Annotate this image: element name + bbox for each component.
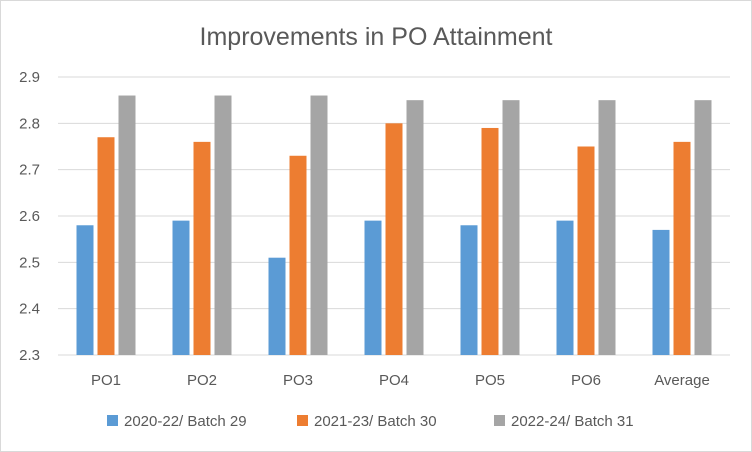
x-tick-label: PO5 xyxy=(475,372,505,389)
legend-swatch xyxy=(494,415,505,426)
y-tick-label: 2.9 xyxy=(19,69,40,86)
x-tick-label: PO4 xyxy=(379,372,409,389)
bar xyxy=(577,146,595,355)
legend: 2020-22/ Batch 29 2021-23/ Batch 30 2022-2… xyxy=(107,413,634,430)
bar xyxy=(364,220,382,355)
x-axis-ticks: PO1 PO2 PO3 PO4 PO5 PO6 Average xyxy=(91,372,710,389)
bar xyxy=(556,220,574,355)
bar xyxy=(385,123,403,355)
bar xyxy=(598,100,616,356)
bar xyxy=(460,225,478,355)
bar xyxy=(694,100,712,356)
bar xyxy=(502,100,520,356)
legend-label: 2022-24/ Batch 31 xyxy=(511,413,634,430)
y-tick-label: 2.3 xyxy=(19,347,40,364)
y-tick-label: 2.7 xyxy=(19,162,40,179)
bar xyxy=(118,95,136,356)
bar xyxy=(673,141,691,355)
bar xyxy=(310,95,328,356)
bar xyxy=(172,220,190,355)
x-tick-label: PO3 xyxy=(283,372,313,389)
bar xyxy=(652,229,670,355)
legend-swatch xyxy=(297,415,308,426)
legend-swatch xyxy=(107,415,118,426)
y-tick-label: 2.4 xyxy=(19,301,40,318)
bar xyxy=(481,127,499,355)
legend-label: 2020-22/ Batch 29 xyxy=(124,413,247,430)
bar xyxy=(289,155,307,355)
bar xyxy=(406,100,424,356)
y-tick-label: 2.8 xyxy=(19,115,40,132)
legend-label: 2021-23/ Batch 30 xyxy=(314,413,437,430)
chart-title: Improvements in PO Attainment xyxy=(200,23,553,51)
bar xyxy=(214,95,232,356)
x-tick-label: Average xyxy=(654,372,710,389)
bar xyxy=(268,257,286,355)
y-tick-label: 2.6 xyxy=(19,208,40,225)
bars xyxy=(76,95,712,356)
x-tick-label: PO6 xyxy=(571,372,601,389)
bar xyxy=(193,141,211,355)
y-tick-label: 2.5 xyxy=(19,254,40,271)
x-tick-label: PO1 xyxy=(91,372,121,389)
bar xyxy=(76,225,94,355)
y-axis-ticks: 2.3 2.4 2.5 2.6 2.7 2.8 2.9 xyxy=(19,69,40,364)
bar xyxy=(97,137,115,355)
x-tick-label: PO2 xyxy=(187,372,217,389)
